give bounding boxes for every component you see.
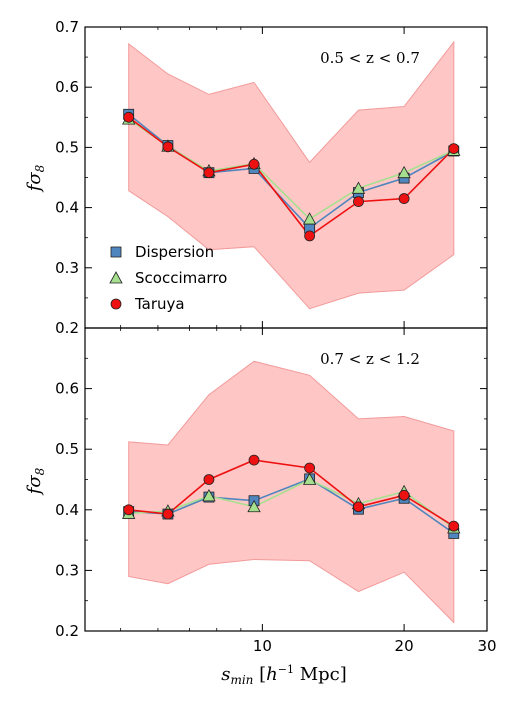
redshift-annotation: 0.7 < z < 1.2 [320, 350, 420, 368]
point-taruya [398, 193, 410, 204]
y-axis-label-top: fσ8 [24, 164, 47, 193]
point-scoccimarro [351, 181, 366, 194]
legend-label-dispersion: Dispersion [135, 243, 214, 261]
y-tick-label: 0.5 [55, 138, 79, 156]
point-taruya [353, 501, 364, 513]
point-taruya [353, 196, 364, 207]
point-scoccimarro [247, 499, 261, 513]
series-line-taruya [128, 116, 455, 237]
point-taruya [248, 454, 260, 466]
y-tick-label: 0.2 [55, 319, 79, 337]
legend-label-scoccimarro: Scoccimarro [135, 269, 227, 287]
y-tick-label: 0.4 [55, 199, 79, 217]
panel-bottom: 0.2 0.3 0.4 0.5 0.6 0.7 < z < 1.2 [55, 327, 488, 640]
point-taruya [304, 462, 316, 474]
point-taruya [203, 167, 215, 179]
x-tick-label: 30 [477, 637, 496, 655]
point-scoccimarro [397, 165, 411, 179]
y-tick-label: 0.6 [55, 78, 79, 96]
point-scoccimarro [302, 472, 317, 485]
legend-marker-scoccimarro [109, 271, 123, 284]
legend-label-taruya: Taruya [134, 295, 185, 313]
point-taruya [448, 143, 460, 155]
y-tick-label: 0.4 [55, 501, 79, 519]
point-taruya [203, 474, 215, 485]
uncertainty-band [128, 360, 455, 624]
point-taruya [304, 230, 316, 242]
point-taruya [448, 520, 460, 532]
legend-marker-taruya [110, 298, 122, 310]
y-tick-label: 0.3 [55, 259, 79, 277]
point-taruya [398, 489, 410, 501]
panel-top: 0.2 0.3 0.4 0.5 0.6 0.7 0.5 < z < 0.7 [55, 18, 488, 337]
point-taruya [162, 508, 174, 520]
y-tick-label: 0.7 [55, 18, 79, 36]
legend: Dispersion Scoccimarro Taruya [109, 243, 227, 313]
point-taruya [248, 158, 260, 170]
y-tick-label: 0.5 [55, 440, 79, 458]
series-line-taruya [128, 459, 455, 527]
legend-marker-dispersion [110, 246, 122, 258]
point-taruya [123, 111, 135, 123]
y-axis-label-bottom: fσ8 [24, 467, 47, 496]
x-tick-label: 20 [395, 637, 414, 655]
point-taruya [123, 504, 135, 516]
series-line-dispersion [128, 478, 455, 535]
point-scoccimarro [302, 212, 317, 225]
uncertainty-band [128, 40, 455, 310]
y-tick-label: 0.3 [55, 561, 79, 579]
redshift-annotation: 0.5 < z < 0.7 [320, 49, 420, 67]
x-tick-label: 10 [253, 637, 272, 655]
point-scoccimarro [202, 489, 216, 502]
y-tick-label: 0.6 [55, 380, 79, 398]
point-taruya [162, 141, 174, 153]
x-axis-label: smin [h−1 Mpc] [221, 663, 347, 687]
y-tick-label: 0.2 [55, 622, 79, 640]
